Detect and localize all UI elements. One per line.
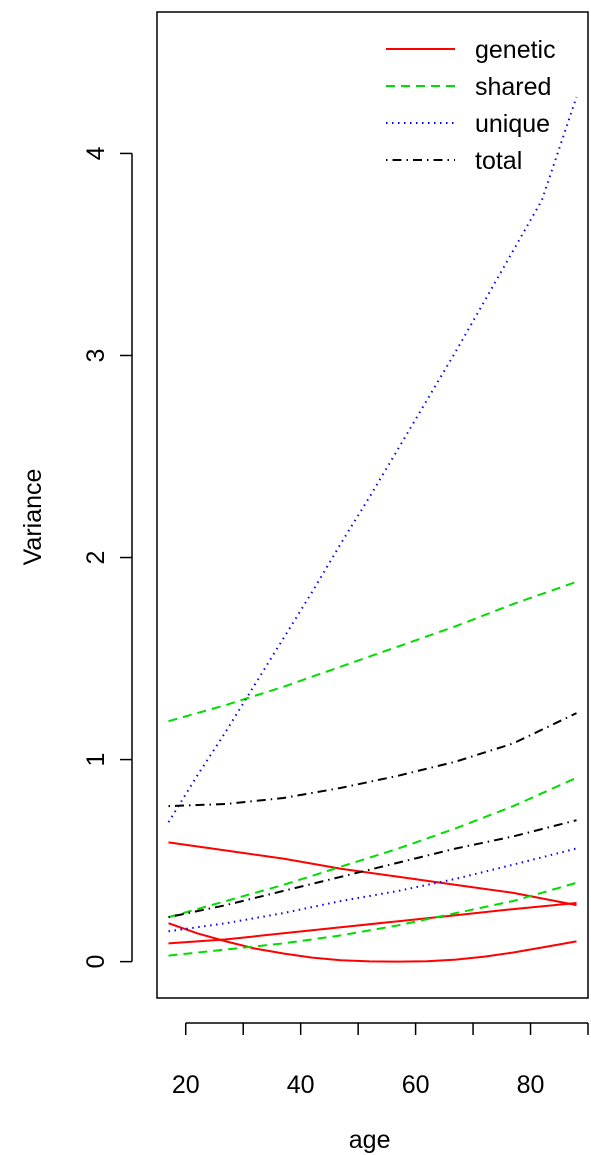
series-line-total-10 <box>168 819 577 919</box>
series-line-genetic-2 <box>168 902 577 945</box>
x-tick-label: 20 <box>172 1071 200 1099</box>
y-tick-label: 0 <box>82 955 110 969</box>
x-tick-label: 80 <box>517 1071 545 1099</box>
x-tick-label: 60 <box>402 1071 430 1099</box>
series-line-shared-4 <box>168 580 577 723</box>
legend-label-shared: shared <box>475 73 551 101</box>
y-tick-label: 3 <box>82 349 110 363</box>
y-tick-label: 1 <box>82 753 110 767</box>
series-line-genetic-1 <box>168 841 577 907</box>
y-tick-label: 4 <box>82 146 110 160</box>
series-line-shared-5 <box>168 776 577 919</box>
legend: genetic shared unique total <box>386 36 556 175</box>
plot-frame <box>156 11 589 999</box>
series-line-total-9 <box>168 712 577 808</box>
series-line-shared-6 <box>168 881 577 957</box>
legend-label-genetic: genetic <box>475 36 556 64</box>
axes-layer: 20 40 60 80 0 1 2 3 4 <box>82 146 589 1099</box>
y-tick-label: 2 <box>82 551 110 565</box>
x-axis-title: age <box>349 1126 391 1154</box>
series-line-unique-8 <box>168 847 577 933</box>
series-line-genetic-3 <box>168 922 577 963</box>
legend-label-total: total <box>475 147 522 175</box>
y-axis-title: Variance <box>19 469 47 566</box>
series-line-unique-7 <box>167 96 578 823</box>
legend-label-unique: unique <box>475 110 550 138</box>
x-tick-label: 40 <box>287 1071 315 1099</box>
series-layer <box>167 96 578 963</box>
